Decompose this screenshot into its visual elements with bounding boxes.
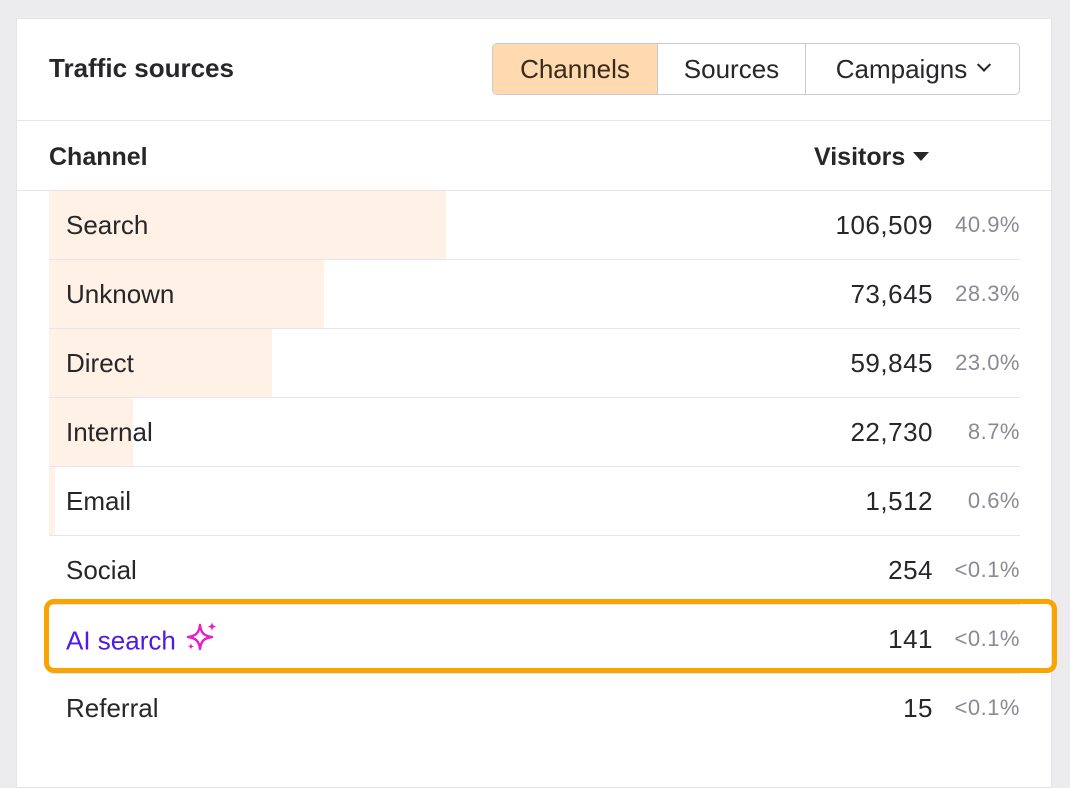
row-label: Search xyxy=(66,210,148,241)
visitors-value: 106,509 xyxy=(835,210,933,240)
tab-sources[interactable]: Sources xyxy=(657,44,805,94)
row-label: Social xyxy=(66,555,137,586)
share-bar xyxy=(49,260,324,328)
table-row[interactable]: Direct 59,845 23.0% xyxy=(49,329,1020,398)
visitors-value: 1,512 xyxy=(865,486,933,516)
sparkles-icon xyxy=(186,621,218,658)
visitors-percent: <0.1% xyxy=(954,695,1020,720)
card-title: Traffic sources xyxy=(49,53,234,83)
visitors-value: 59,845 xyxy=(850,348,933,378)
table-row[interactable]: Social 254 <0.1% xyxy=(49,536,1020,605)
card-header: Traffic sources Channels Sources Campaig… xyxy=(17,19,1051,121)
share-bar xyxy=(49,329,273,397)
table-row[interactable]: Email 1,512 0.6% xyxy=(49,467,1020,536)
table-row[interactable]: AI search 141 <0.1% xyxy=(49,605,1020,674)
row-label-text: Internal xyxy=(66,417,153,447)
share-bar xyxy=(49,191,447,259)
visitors-percent: <0.1% xyxy=(954,557,1020,582)
tab-campaigns[interactable]: Campaigns xyxy=(805,44,1019,94)
visitors-percent: 28.3% xyxy=(955,281,1020,306)
row-label-text: Direct xyxy=(66,348,134,378)
column-header-channel: Channel xyxy=(49,143,148,171)
row-label: Internal xyxy=(66,417,153,448)
visitors-percent: 40.9% xyxy=(955,212,1020,237)
visitors-percent: <0.1% xyxy=(954,626,1020,651)
chevron-down-icon xyxy=(977,57,992,72)
column-header-visitors[interactable]: Visitors xyxy=(814,143,930,172)
visitors-value: 254 xyxy=(888,555,933,585)
tab-campaigns-label: Campaigns xyxy=(835,53,968,84)
visitors-value: 15 xyxy=(903,693,933,723)
row-label-text: Referral xyxy=(66,693,159,723)
row-label: Direct xyxy=(66,348,134,379)
view-switcher: Channels Sources Campaigns xyxy=(492,43,1020,95)
table-row[interactable]: Search 106,509 40.9% xyxy=(49,191,1020,260)
tab-channels[interactable]: Channels xyxy=(493,44,657,94)
visitors-percent: 0.6% xyxy=(967,488,1020,513)
row-label-text: Search xyxy=(66,210,149,240)
row-label: Referral xyxy=(66,693,158,724)
table-row[interactable]: Referral 15 <0.1% xyxy=(49,674,1020,743)
table-row[interactable]: Unknown 73,645 28.3% xyxy=(49,260,1020,329)
share-bar xyxy=(49,398,134,466)
column-header-visitors-label: Visitors xyxy=(814,143,906,171)
tab-sources-label: Sources xyxy=(683,53,780,84)
table-header: Channel Visitors xyxy=(17,121,1051,191)
table-row[interactable]: Internal 22,730 8.7% xyxy=(49,398,1020,467)
traffic-sources-card: Traffic sources Channels Sources Campaig… xyxy=(16,18,1052,788)
row-label-text: Email xyxy=(66,486,132,516)
tab-channels-label: Channels xyxy=(520,53,630,84)
row-label: Email xyxy=(66,486,131,517)
share-bar xyxy=(49,467,55,535)
sort-descending-icon xyxy=(913,151,930,161)
visitors-percent: 23.0% xyxy=(955,350,1020,375)
visitors-value: 22,730 xyxy=(850,417,933,447)
channel-list: Search 106,509 40.9% Unknown 73,645 28.3% Dire… xyxy=(49,191,1020,743)
row-label: AI search xyxy=(66,621,218,661)
row-label-text: Social xyxy=(66,555,137,585)
row-label-text: AI search xyxy=(66,625,176,656)
visitors-percent: 8.7% xyxy=(967,419,1020,444)
visitors-value: 73,645 xyxy=(850,279,933,309)
row-label: Unknown xyxy=(66,279,174,310)
visitors-value: 141 xyxy=(888,624,933,654)
row-label-text: Unknown xyxy=(66,279,175,309)
